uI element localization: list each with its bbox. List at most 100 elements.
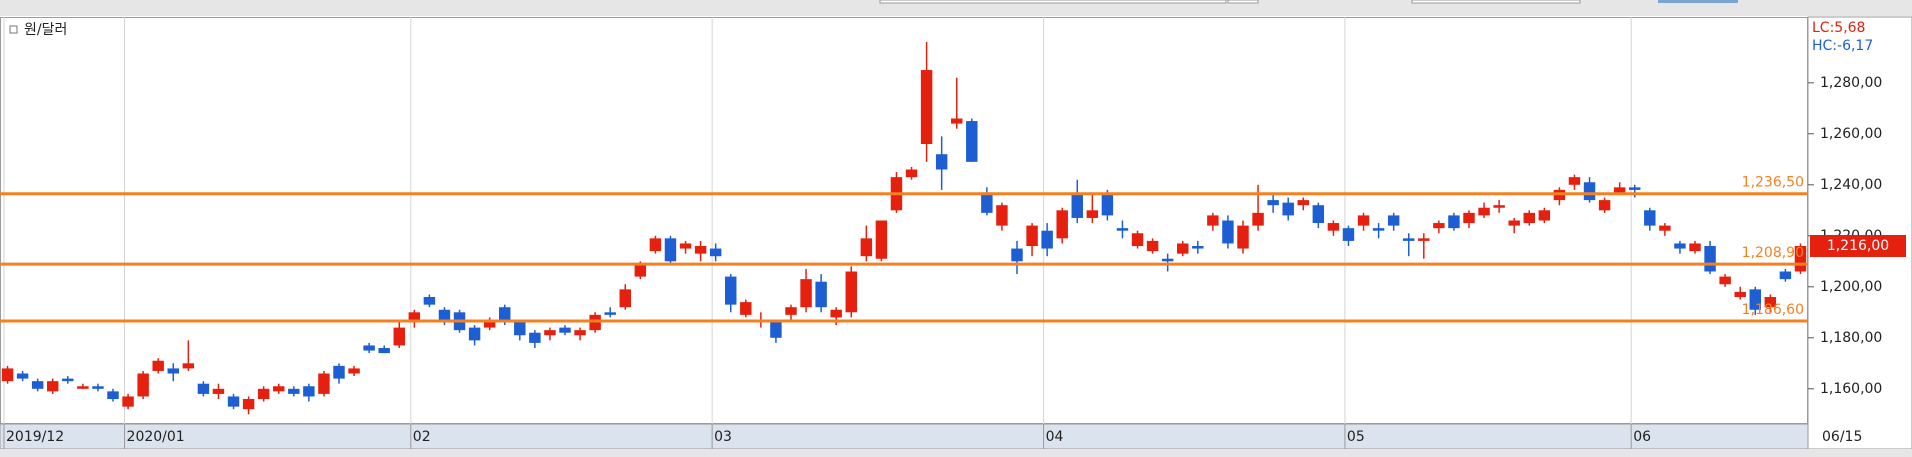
candle-body [1478, 207, 1490, 216]
candle-body [664, 238, 677, 262]
candle-body [92, 386, 104, 389]
candle-body [1146, 240, 1159, 252]
candle-body [1403, 238, 1415, 241]
candle-body [1764, 297, 1777, 308]
candle-body [1327, 223, 1340, 231]
toolbar-tab [1658, 0, 1738, 3]
candle-body [47, 381, 59, 392]
candle-body [499, 307, 511, 320]
candle-body [1749, 289, 1761, 310]
candle-body [107, 391, 119, 400]
candle-body [212, 388, 225, 394]
candle-body [1613, 187, 1626, 193]
footer [0, 449, 1912, 457]
x-axis-band [0, 423, 1809, 450]
candle-body [77, 386, 89, 389]
candle-body [1719, 276, 1731, 285]
candle-body [1779, 271, 1792, 280]
candle-body [1131, 233, 1144, 247]
candle-body [137, 373, 149, 397]
y-tick-label: 1,160,00 [1820, 381, 1882, 397]
candle-body [348, 368, 360, 374]
candle-body [619, 289, 631, 308]
candle-body [1568, 177, 1581, 185]
candle-body [1598, 200, 1611, 211]
candle-body [1267, 200, 1279, 206]
candle-body [288, 388, 300, 394]
candle-body [152, 360, 164, 371]
candle-body [1101, 194, 1114, 216]
candle-body [1056, 210, 1068, 239]
candle-body [1342, 228, 1355, 241]
candle-body [1161, 258, 1174, 262]
candle-body [408, 312, 421, 323]
candle-body [303, 386, 315, 397]
cursor-date: 06/15 [1822, 429, 1862, 445]
candle-body [951, 118, 963, 124]
candle-body [529, 332, 541, 343]
candle-body [1538, 210, 1551, 221]
candle-body [649, 238, 662, 252]
candle-body [815, 281, 827, 308]
candle-body [905, 169, 918, 178]
candle-body [393, 327, 405, 346]
candle-body [438, 309, 451, 320]
candle-body [875, 220, 888, 259]
candle-body [966, 121, 978, 162]
candle-body [1583, 182, 1596, 201]
candle-body [31, 381, 44, 389]
candle-body [1116, 228, 1129, 231]
candle-body [167, 368, 179, 374]
toolbar-field [879, 0, 1227, 4]
x-tick-label: 06 [1633, 429, 1651, 445]
candle-body [1704, 246, 1716, 272]
candle-body [468, 327, 481, 341]
candle-body [363, 345, 375, 351]
x-tick-label: 03 [714, 429, 732, 445]
candle-body [589, 314, 601, 331]
y-tick-label: 1,200,00 [1820, 279, 1882, 295]
candle-body [1252, 212, 1264, 226]
candle-body [679, 243, 692, 249]
candle-body [333, 365, 345, 379]
candle-body [1026, 225, 1038, 247]
x-tick-label: 2020/01 [127, 429, 185, 445]
candle-body [709, 248, 722, 257]
candle-body [1192, 246, 1204, 249]
candle-body [1297, 200, 1309, 206]
candle-body [1387, 215, 1400, 226]
candle-body [1508, 220, 1520, 226]
candle-body [559, 327, 571, 333]
last-price-tag [1810, 235, 1906, 258]
candle-body [1629, 187, 1641, 190]
y-tick-label: 1,260,00 [1820, 126, 1882, 142]
candle-body [197, 383, 210, 394]
candle-body [694, 246, 707, 254]
candle-body [122, 396, 134, 407]
candle-body [1357, 215, 1370, 226]
lc-label: LC:5,68 [1812, 20, 1865, 36]
candle-body [257, 388, 270, 400]
x-tick-label: 2019/12 [6, 429, 64, 445]
candle-body [1312, 205, 1325, 224]
candle-body [1463, 212, 1475, 224]
candle-body [182, 363, 195, 369]
candle-body [1282, 202, 1294, 216]
candle-body [1418, 238, 1430, 241]
candle-body [845, 271, 857, 313]
y-tick-label: 1,280,00 [1820, 75, 1882, 91]
candle-body [634, 263, 647, 277]
candle-body [378, 348, 390, 354]
candle-body [935, 154, 948, 170]
x-tick-label: 02 [413, 429, 431, 445]
legend-icon [9, 25, 18, 34]
candle-body [1041, 230, 1053, 249]
candle-body [423, 297, 436, 305]
candle-body [1448, 215, 1460, 229]
candle-body [981, 192, 993, 213]
candle-body [800, 279, 812, 308]
candle-body [996, 205, 1008, 226]
candle-body [1493, 205, 1505, 208]
